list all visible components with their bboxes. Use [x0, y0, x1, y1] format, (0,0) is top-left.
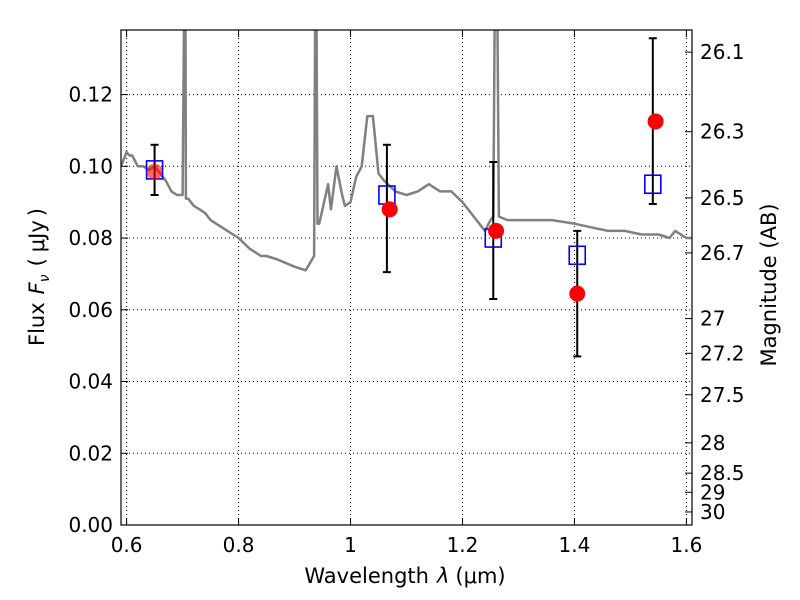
- y-tick-label: 0.00: [68, 513, 113, 537]
- y-tick-label: 0.06: [68, 298, 113, 322]
- model-flux-marker: [568, 245, 587, 266]
- x-axis: 0.6 0.8 1 1.2 1.4 1.6: [111, 30, 702, 557]
- error-bars: [150, 37, 657, 358]
- x-tick-label: 1.6: [670, 533, 702, 557]
- y2-tick-label: 28.5: [700, 461, 745, 485]
- y2-tick-label: 26.5: [700, 186, 745, 210]
- model-flux-series: [145, 160, 662, 266]
- y2-tick-label: 26.1: [700, 40, 745, 64]
- x-axis-title: Wavelength λ (μm): [304, 564, 505, 588]
- model-flux-marker: [644, 174, 662, 195]
- y2-tick-label: 27.5: [700, 383, 745, 407]
- y2-axis-title: Magnitude (AB): [757, 203, 781, 366]
- plot-frame: [120, 29, 693, 526]
- y-tick-label: 0.12: [68, 83, 113, 107]
- observed-flux-series: [146, 113, 664, 302]
- y2-tick-label: 28: [700, 431, 725, 455]
- x-tick-label: 1: [344, 533, 357, 557]
- spectrum-line: [121, 30, 692, 272]
- x-tick-label: 1.2: [447, 533, 479, 557]
- y-tick-label: 0.04: [68, 370, 113, 394]
- grid: [121, 30, 692, 526]
- observed-flux-marker: [488, 222, 505, 239]
- x-tick-label: 0.6: [111, 533, 143, 557]
- observed-flux-marker: [381, 201, 398, 218]
- y2-tick-label: 26.3: [700, 120, 745, 144]
- y-axis-title: FluxFν(μJy): [25, 208, 53, 346]
- y-tick-label: 0.10: [68, 154, 113, 178]
- observed-flux-marker: [146, 163, 163, 180]
- y2-tick-label: 30: [700, 500, 725, 524]
- y2-tick-label: 27: [700, 307, 725, 331]
- spectrum-series: [121, 30, 692, 272]
- y2-tick-label: 26.7: [700, 241, 745, 265]
- y-tick-label: 0.02: [68, 441, 113, 465]
- observed-flux-marker: [569, 285, 586, 302]
- x-tick-label: 0.8: [223, 533, 255, 557]
- observed-flux-marker: [647, 113, 664, 130]
- y-tick-label: 0.08: [68, 226, 113, 250]
- y-axis: 0.00 0.02 0.04 0.06 0.08 0.10 0.12: [68, 83, 128, 537]
- y2-tick-label: 29: [700, 480, 725, 504]
- x-tick-label: 1.4: [559, 533, 591, 557]
- y2-tick-label: 27.2: [700, 341, 745, 365]
